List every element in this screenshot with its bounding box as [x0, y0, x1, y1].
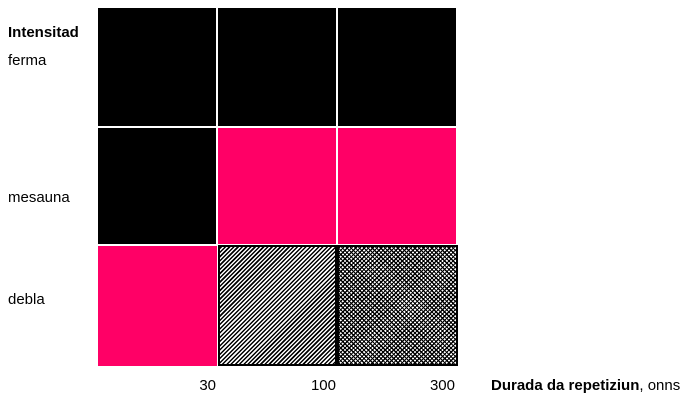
- cell-ferma-300: [338, 8, 456, 126]
- y-label-ferma: ferma: [8, 52, 47, 69]
- x-axis-title-unit: , onns: [639, 377, 681, 394]
- y-label-mesauna: mesauna: [8, 189, 70, 206]
- cell-debla-30: [98, 246, 217, 366]
- y-axis-title: Intensitad: [8, 24, 79, 41]
- cell-mesauna-30: [98, 128, 216, 244]
- cell-ferma-30: [98, 8, 216, 126]
- x-axis-title-main: Durada da repetiziun: [491, 377, 640, 394]
- cell-mesauna-300: [338, 128, 456, 244]
- cell-debla-300: [337, 245, 458, 366]
- x-tick-300: 300: [429, 377, 455, 394]
- cell-debla-100: [218, 245, 337, 366]
- cell-mesauna-100: [218, 128, 336, 244]
- x-axis-title: Durada da repetiziun, onns: [491, 377, 680, 395]
- x-tick-30: 30: [199, 377, 216, 394]
- x-tick-100: 100: [310, 377, 336, 394]
- cell-ferma-100: [218, 8, 336, 126]
- y-label-debla: debla: [8, 291, 45, 308]
